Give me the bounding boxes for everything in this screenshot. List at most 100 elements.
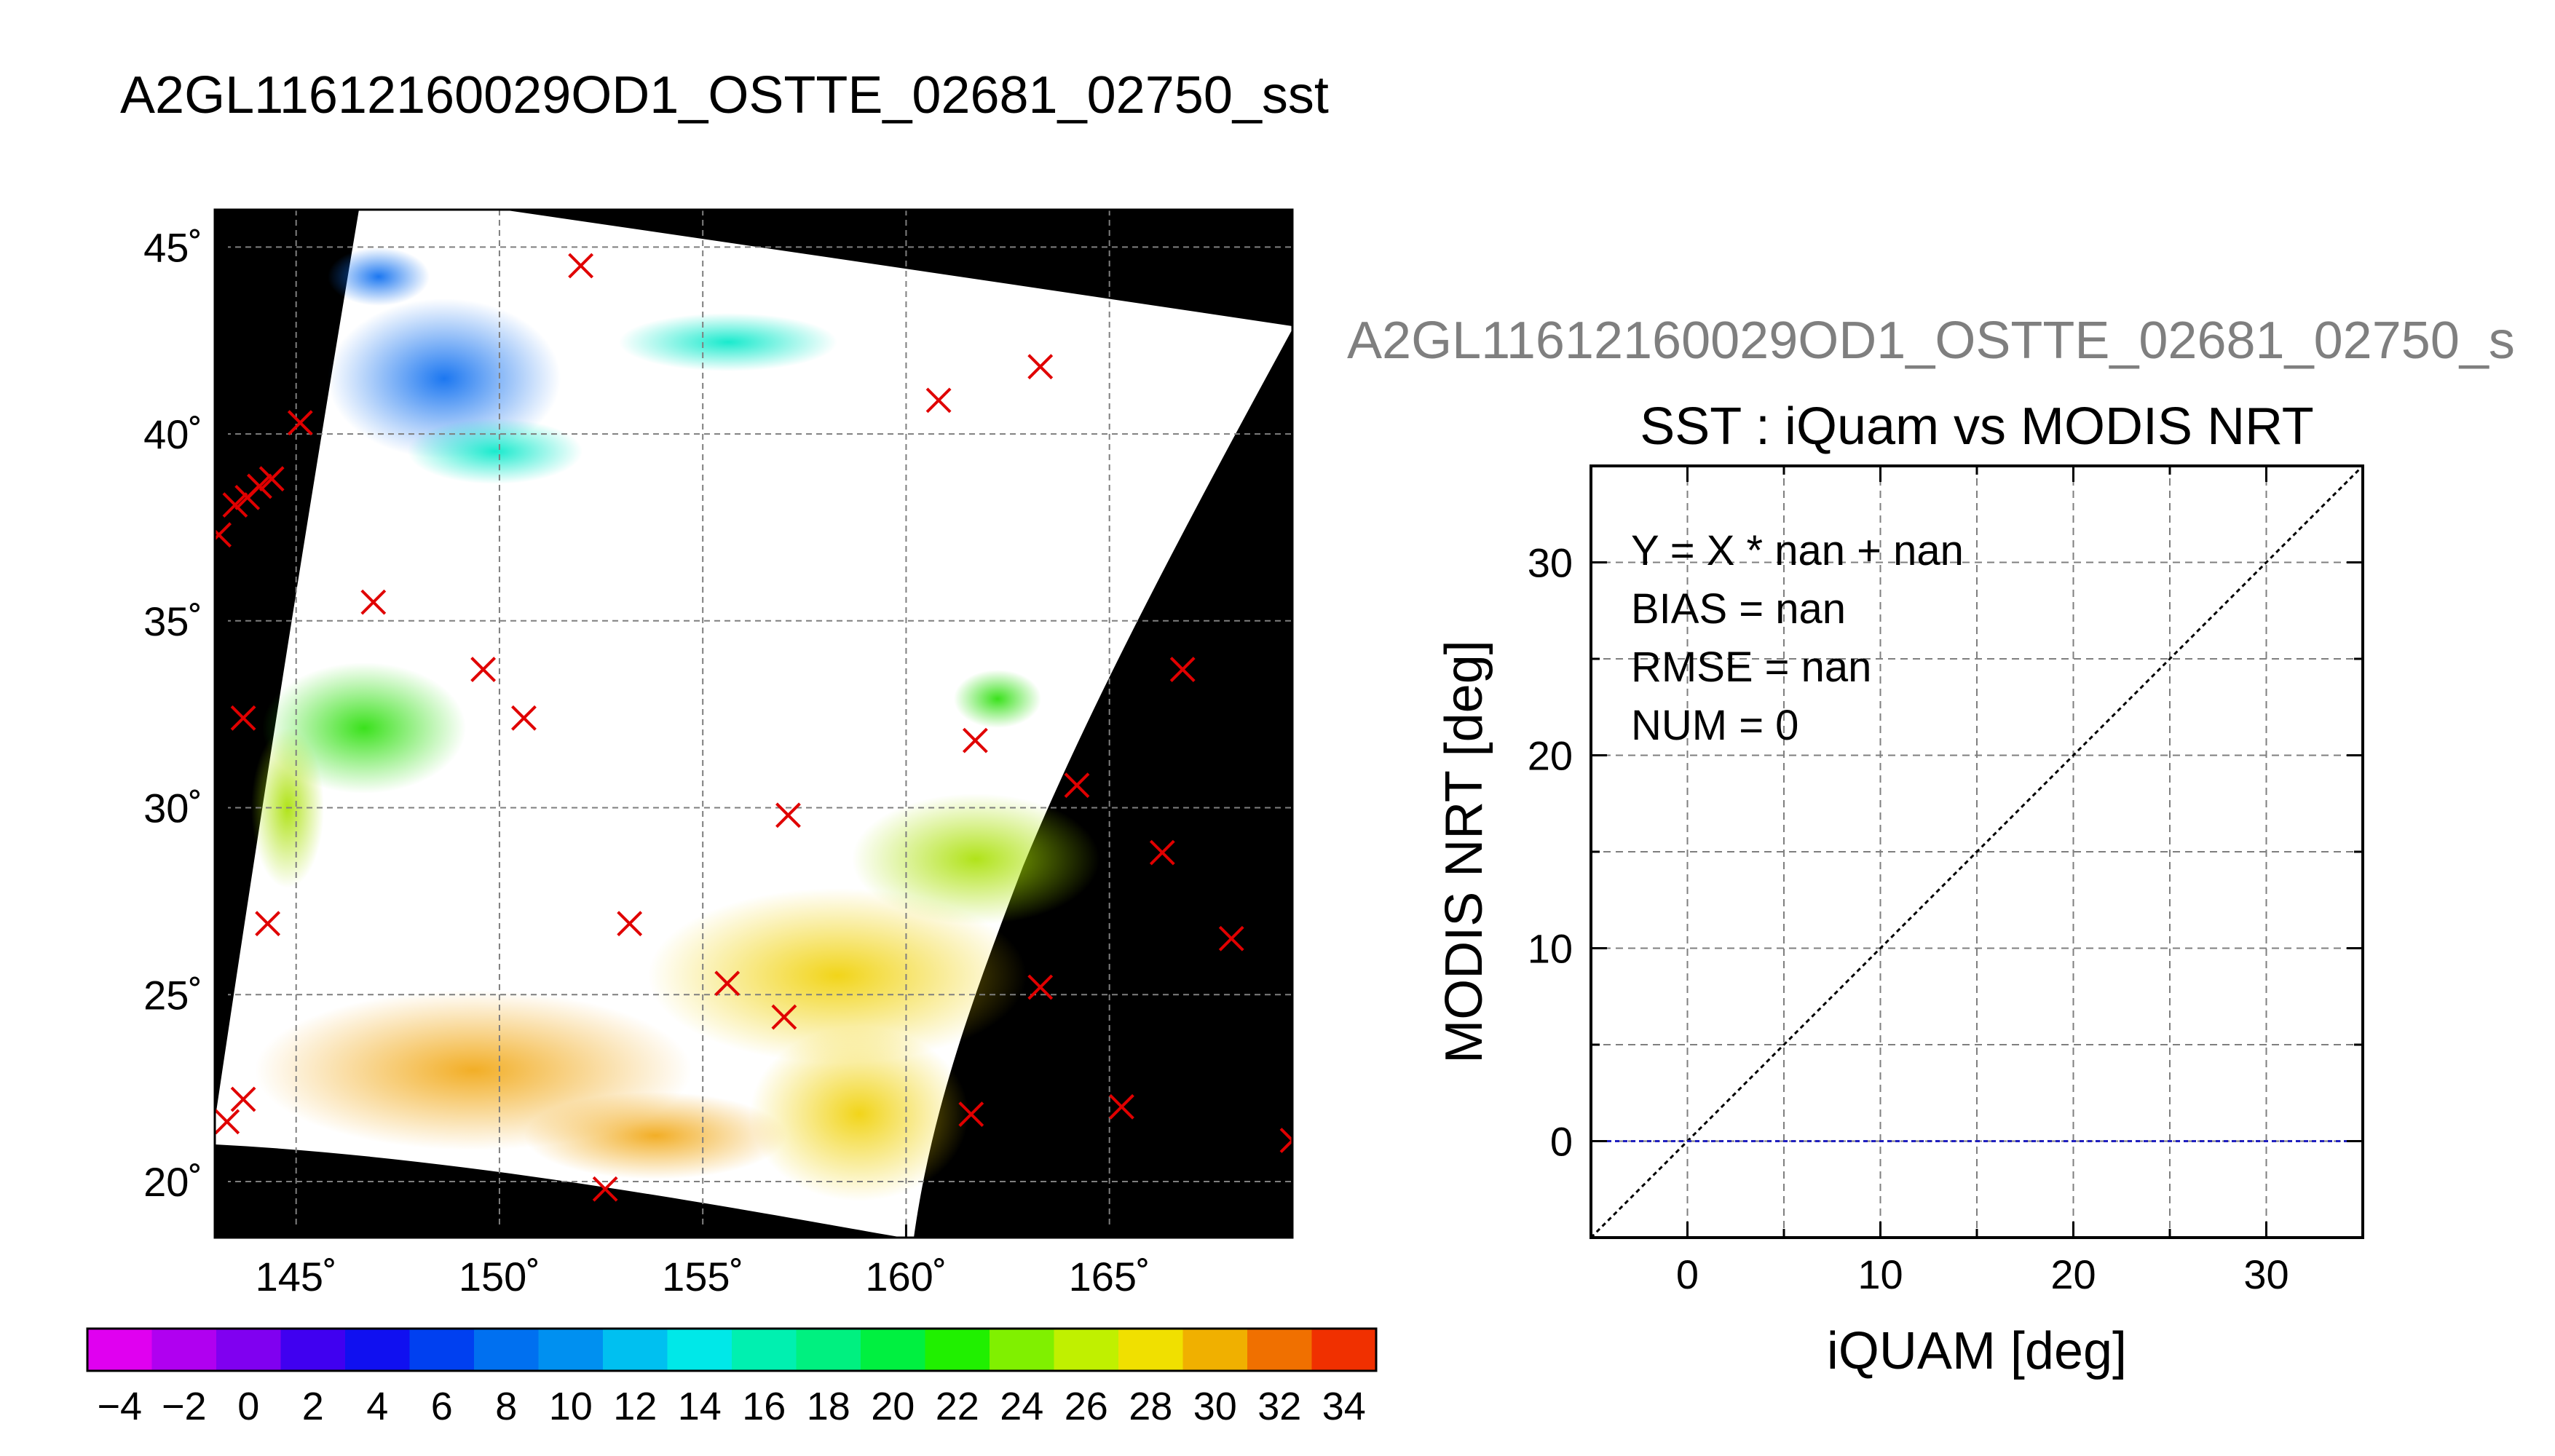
buoy-marker-stroke [1027,974,1054,1000]
colorbar-tick-label: −2 [162,1385,207,1428]
sst-patches [251,248,1099,1201]
buoy-marker-stroke [255,911,281,937]
sst-patch-orange-south [524,1092,786,1179]
buoy-marker-stroke [258,466,285,492]
colorbar-tick-label: 2 [302,1385,324,1428]
colorbar-tick-label: 22 [936,1385,979,1428]
main-title: A2GL11612160029OD1_OSTTE_02681_02750_sst [120,66,1329,124]
buoy-marker [215,1109,240,1135]
buoy-marker-stroke [1279,1128,1292,1143]
buoy-marker-stroke [592,1176,618,1202]
colorbar-cell [1054,1329,1119,1371]
sst-patch-ygreen-east [852,794,1099,925]
buoy-marker [1218,925,1244,951]
buoy-marker [1149,839,1175,866]
buoy-marker-stroke [230,1086,256,1112]
colorbar-cell [87,1329,152,1371]
sst-patch-yellow-south [750,1026,968,1201]
colorbar-cells [87,1329,1377,1371]
scatter-ticks [1591,466,2363,1238]
scatter-stats: Y = X * nan + nan BIAS = nan RMSE = nan NUM… [1631,527,1964,749]
map-grid [215,210,1292,1238]
map-y-tick-label: 25˚ [143,972,202,1018]
scatter-x-tick-label: 10 [1857,1251,1903,1297]
map-ticks [215,245,1111,1238]
scatter-y-label: MODIS NRT [deg] [1435,640,1493,1064]
buoy-marker-stroke [1169,657,1196,682]
colorbar-labels: −4 −2 0 2 4 6 8 10 12 14 16 18 20 22 24 26 28 30 32 34 [97,1385,1365,1428]
buoy-marker-stroke [568,253,594,279]
buoy-marker [360,589,387,615]
buoy-marker-stroke [230,705,256,731]
map-y-tick-label: 20˚ [143,1159,202,1205]
colorbar-tick-label: 4 [366,1385,388,1428]
sst-patch-blue-north [328,298,561,459]
buoy-marker-stroke [215,1109,240,1135]
colorbar-cell [216,1329,281,1371]
buoy-marker [511,705,537,731]
buoy-marker-stroke [470,657,497,682]
colorbar-tick-label: 10 [549,1385,593,1428]
buoy-marker [592,1176,618,1202]
colorbar-cell [990,1329,1054,1371]
scatter-x-tick-label: 20 [2050,1251,2096,1297]
buoy-marker [925,387,952,414]
colorbar-tick-label: 8 [495,1385,517,1428]
buoy-marker-stroke [287,410,313,436]
colorbar-tick-label: 16 [742,1385,786,1428]
buoy-marker [255,911,281,937]
colorbar-tick-label: 20 [871,1385,915,1428]
buoy-marker-stroke [714,970,741,997]
scatter-stat-line: BIAS = nan [1631,585,1846,633]
colorbar-cell [603,1329,668,1371]
scatter-panel: SST : iQuam vs MODIS NRT Y = X * nan + n… [1435,397,2364,1380]
buoy-marker [962,727,988,753]
buoy-marker-stroke [511,705,537,731]
map-x-tick-label: 155˚ [662,1254,743,1299]
colorbar-tick-label: 12 [613,1385,657,1428]
map-frame [213,208,1294,1239]
scatter-y-tick-label: 0 [1550,1119,1573,1165]
scatter-x-tick-label: 30 [2243,1251,2289,1297]
sst-patch-cyan-northeast [619,313,837,371]
scatter-y-tick-label: 10 [1528,926,1573,972]
colorbar-tick-label: 6 [431,1385,453,1428]
buoy-marker [287,410,313,436]
buoy-marker [222,492,248,518]
sst-patch-blue-north-edge [328,248,430,306]
colorbar-tick-label: 24 [1000,1385,1043,1428]
sst-colorbar: −4 −2 0 2 4 6 8 10 12 14 16 18 20 22 24 26 28 30 32 34 [86,1327,1378,1428]
buoy-marker-stroke [360,589,387,615]
colorbar-tick-label: 28 [1129,1385,1172,1428]
scatter-stat-line: Y = X * nan + nan [1631,527,1964,574]
buoy-marker [1027,974,1054,1000]
map-x-tick-label: 165˚ [1069,1254,1150,1299]
sst-patch-yellow-center [648,888,1027,1063]
scatter-y-tick-label: 30 [1528,540,1573,586]
map-y-tick-label: 40˚ [143,411,202,457]
colorbar-cell [345,1329,410,1371]
one-to-one-line [1591,466,2363,1238]
colorbar-cell [280,1329,346,1371]
map-y-tick-label: 35˚ [143,598,202,644]
buoy-marker [230,1086,256,1112]
colorbar-cell [1311,1329,1377,1371]
buoy-marker [568,253,594,279]
map-markers [215,253,1292,1202]
colorbar-tick-label: 26 [1065,1385,1108,1428]
buoy-marker [258,466,285,492]
scatter-y-tick-label: 20 [1528,733,1573,779]
buoy-marker-stroke [925,387,952,414]
buoy-marker-stroke [1064,772,1090,799]
buoy-marker [771,1004,797,1030]
buoy-marker [1169,657,1196,682]
colorbar-cell [925,1329,990,1371]
colorbar-cell [796,1329,861,1371]
colorbar-cell [538,1329,604,1371]
buoy-marker [1279,1128,1292,1153]
colorbar-cell [667,1329,732,1371]
buoy-marker-stroke [617,911,643,937]
colorbar-tick-label: 32 [1257,1385,1301,1428]
map-y-tick-label: 30˚ [143,786,202,831]
map-x-tick-label: 145˚ [256,1254,337,1299]
